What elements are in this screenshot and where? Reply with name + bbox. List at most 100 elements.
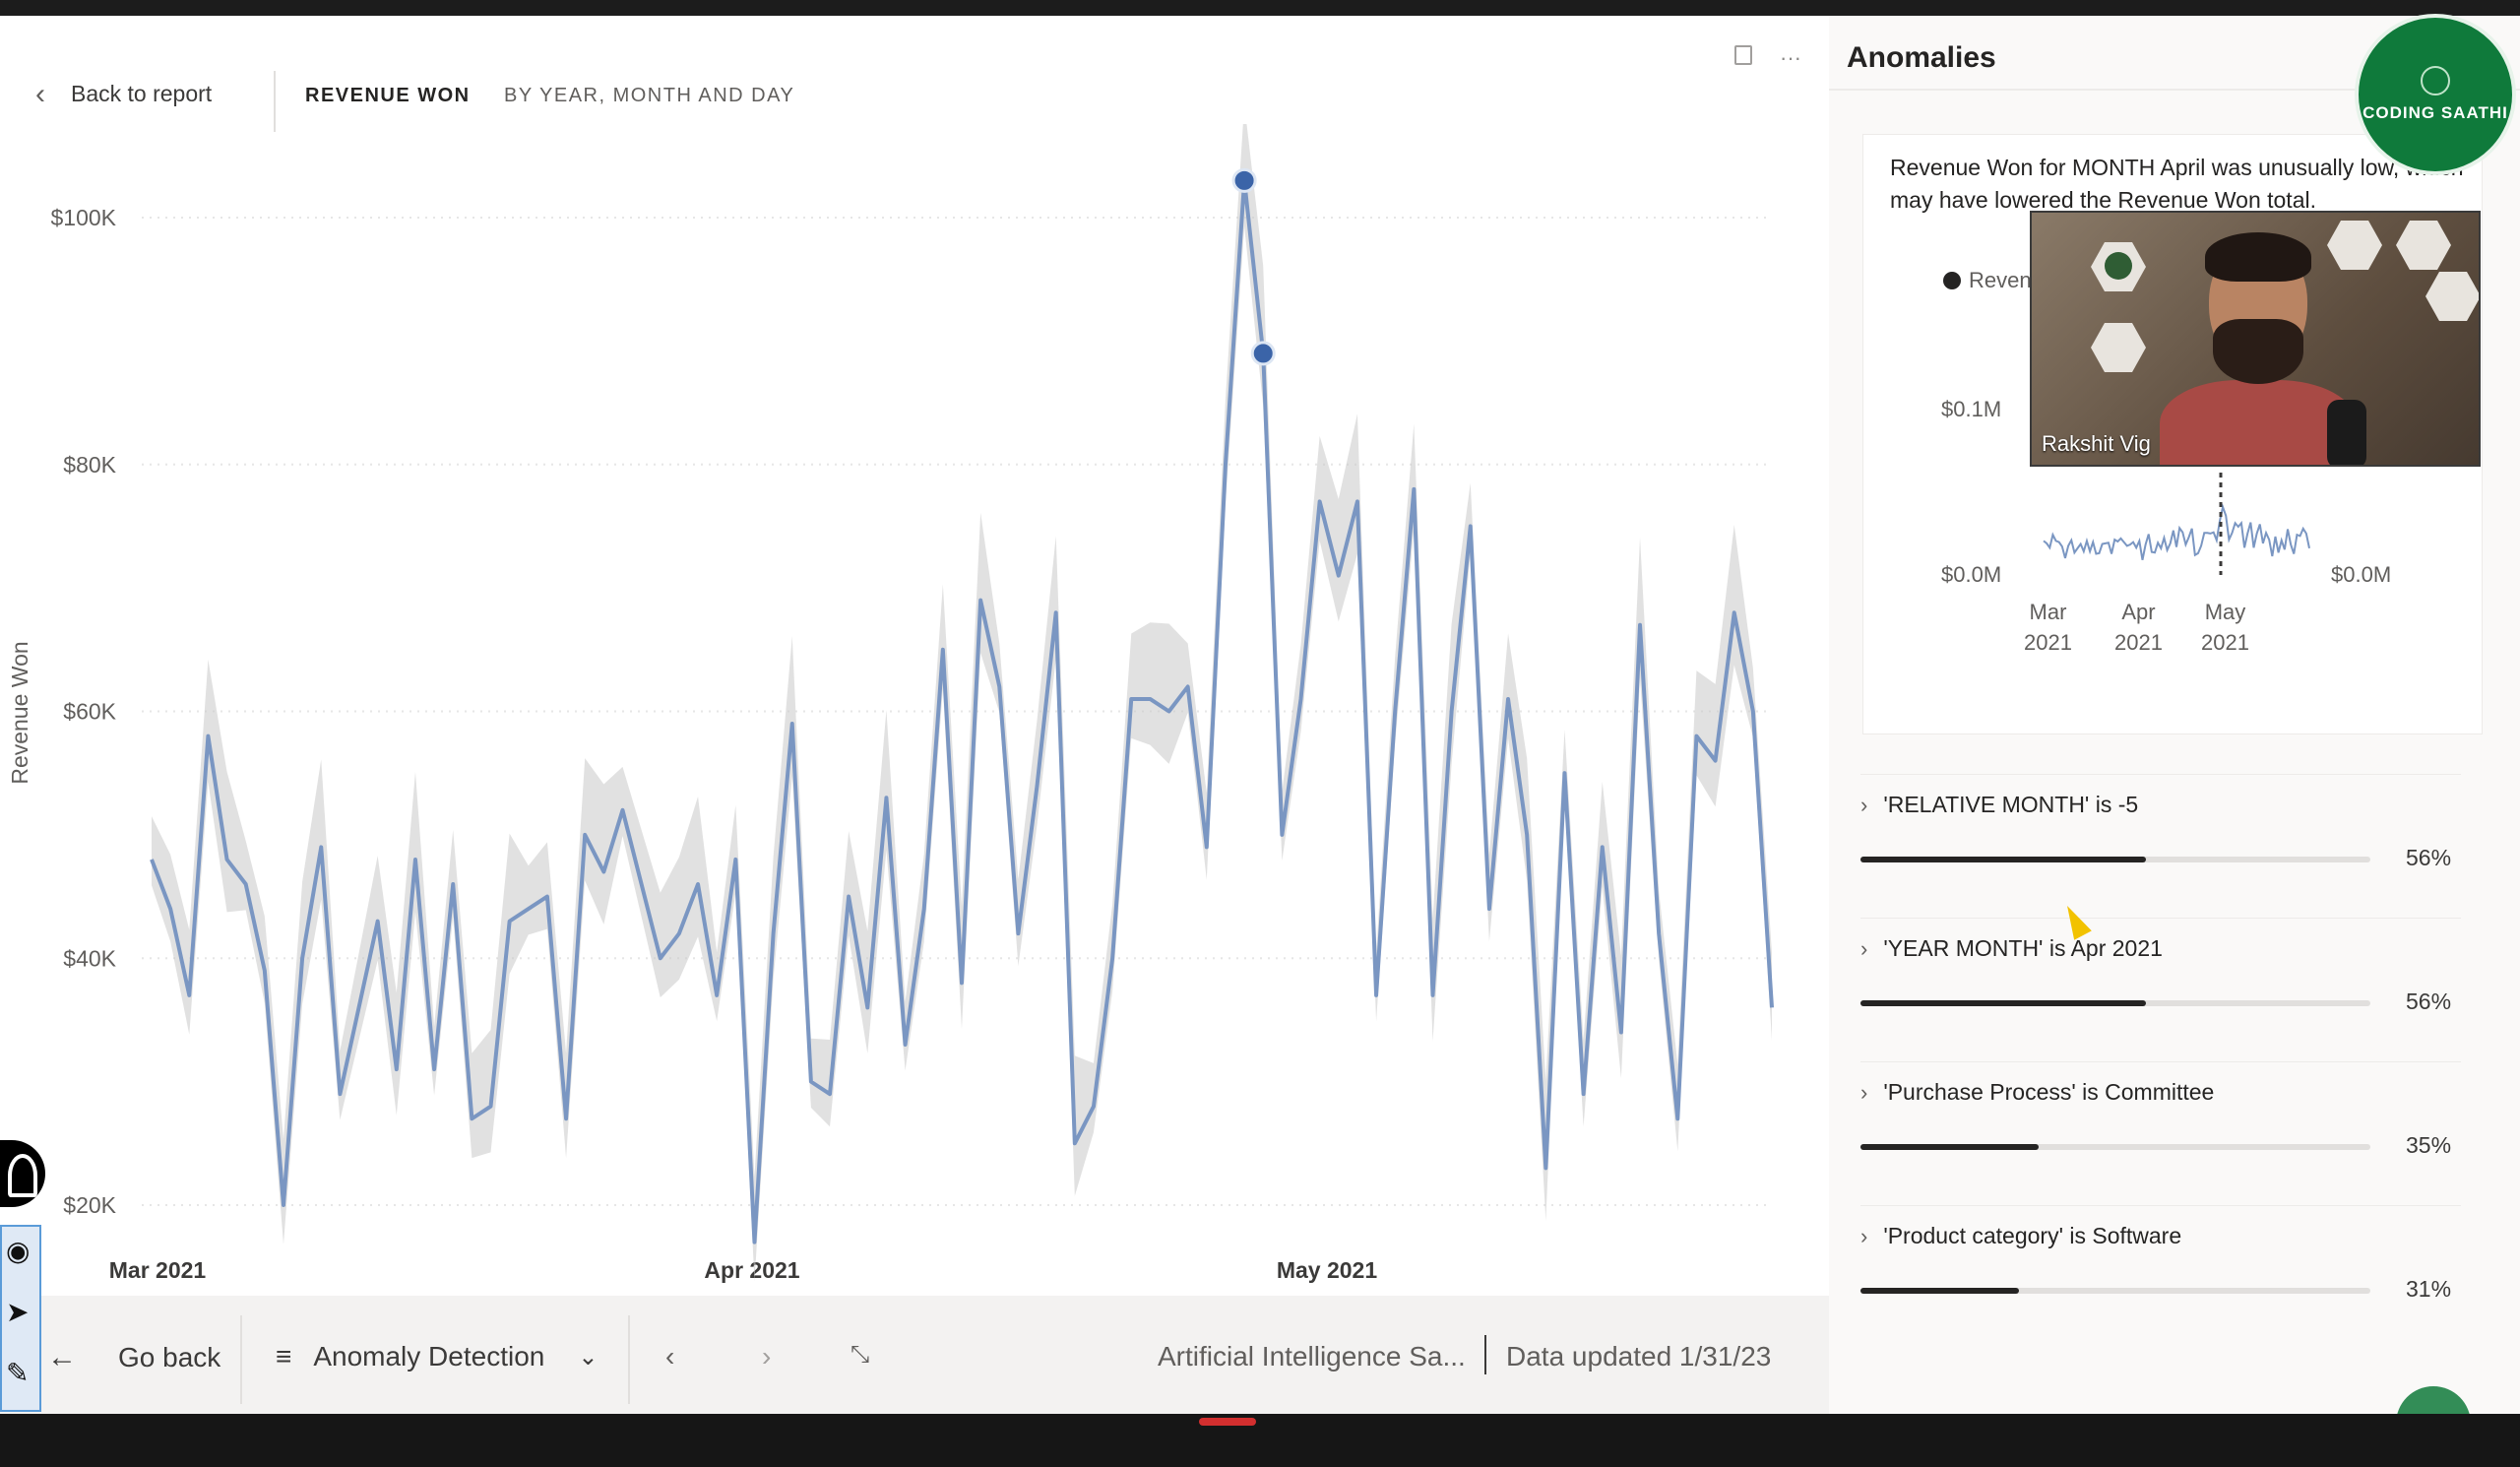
microphone-icon	[2327, 400, 2366, 465]
logo-text: CODING SAATHI	[2362, 103, 2508, 122]
x-tick-label: May 2021	[1277, 1257, 1378, 1283]
next-page-button[interactable]: ›	[762, 1341, 771, 1372]
factor-divider	[1860, 774, 2461, 775]
chevron-right-icon: ›	[762, 1341, 772, 1371]
factor-strength-bar	[1860, 857, 2370, 862]
chevron-left-icon: ‹	[665, 1341, 675, 1371]
y-tick-label: $80K	[63, 452, 116, 478]
mini-x-tick: May 2021	[2201, 600, 2249, 655]
factor-item[interactable]: › 'RELATIVE MONTH' is -5 56%	[1860, 792, 2490, 880]
factor-divider	[1860, 1205, 2461, 1206]
chevron-right-icon: ›	[1860, 1223, 1868, 1248]
report-canvas: ‹ Back to report REVENUE WON BY YEAR, MO…	[0, 16, 1829, 1414]
expected-range-band	[152, 124, 1772, 1282]
factor-divider	[1860, 918, 2461, 919]
pane-header-divider	[1829, 89, 2520, 91]
factor-percent: 56%	[2406, 845, 2452, 870]
page-navigation-bar: ← Go back ≡ Anomaly Detection ⌄ ‹ › ⤡ Ar…	[0, 1296, 1829, 1414]
chevron-right-icon: ›	[1860, 935, 1868, 961]
presenter-figure	[2160, 232, 2357, 465]
back-to-report-label: Back to report	[71, 81, 213, 106]
back-to-report-button[interactable]: ‹ Back to report	[35, 77, 213, 110]
go-back-button[interactable]: ← Go back	[47, 1341, 220, 1374]
factor-divider	[1860, 1061, 2461, 1062]
chevron-down-icon: ⌄	[578, 1343, 598, 1371]
y-tick-label: $40K	[63, 945, 116, 971]
previous-page-button[interactable]: ‹	[665, 1341, 674, 1372]
mini-y-top-label: $0.1M	[1941, 397, 2002, 421]
factor-strength-fill	[1860, 1000, 2147, 1006]
list-icon: ≡	[276, 1341, 292, 1371]
factor-strength-bar	[1860, 1288, 2370, 1294]
mini-x-tick: Mar 2021	[2024, 600, 2072, 655]
pane-title: Anomalies	[1847, 41, 1996, 74]
participant-name: Rakshit Vig	[2042, 431, 2151, 456]
footer-divider	[628, 1315, 630, 1404]
y-tick-label: $100K	[50, 205, 116, 230]
mini-y-bottom-right-label: $0.0M	[2331, 562, 2392, 587]
collapse-arrows-icon: ⤡	[850, 1341, 870, 1368]
tool-palette: ◉ ➤ ✎	[0, 1225, 41, 1412]
factor-label: 'Product category' is Software	[1883, 1223, 2182, 1248]
logo-icon	[2421, 66, 2450, 96]
y-tick-label: $20K	[63, 1192, 116, 1218]
factor-item[interactable]: › 'Purchase Process' is Committee 35%	[1860, 1079, 2490, 1168]
screen-bottom-bar	[0, 1414, 2520, 1467]
factor-item[interactable]: › 'YEAR MONTH' is Apr 2021 56%	[1860, 935, 2490, 1024]
factor-strength-fill	[1860, 857, 2147, 862]
pen-tool-icon[interactable]	[0, 1140, 45, 1207]
chevron-left-icon: ‹	[35, 77, 45, 110]
factor-strength-bar	[1860, 1144, 2370, 1150]
anomaly-marker[interactable]	[1250, 341, 1276, 366]
revenue-line-chart[interactable]: $100K $80K $60K $40K $20K Revenue Won Mar 2021…	[0, 124, 1829, 1296]
go-back-label: Go back	[118, 1342, 221, 1372]
y-axis-title: Revenue Won	[7, 641, 32, 784]
visual-header: ‹ Back to report REVENUE WON BY YEAR, MO…	[0, 16, 1829, 132]
chevron-right-icon: ›	[1860, 1079, 1868, 1105]
mini-sparkline	[2043, 473, 2310, 575]
visual-subtitle: BY YEAR, MONTH AND DAY	[504, 85, 795, 106]
factor-strength-fill	[1860, 1288, 2019, 1294]
report-name: Artificial Intelligence Sa...	[1158, 1341, 1466, 1371]
revenue-series-line[interactable]	[150, 178, 1774, 1244]
ellipsis-icon[interactable]: ···	[1780, 45, 1801, 70]
fit-to-page-button[interactable]: ⤡	[850, 1341, 869, 1369]
factor-label: 'RELATIVE MONTH' is -5	[1883, 792, 2139, 817]
visual-title: REVENUE WON	[305, 85, 471, 106]
factor-strength-bar	[1860, 1000, 2370, 1006]
data-updated-label: Data updated 1/31/23	[1506, 1341, 1772, 1371]
channel-logo: CODING SAATHI	[2355, 14, 2516, 175]
recording-indicator	[1199, 1418, 1256, 1426]
factor-percent: 35%	[2406, 1132, 2452, 1158]
x-tick-label: Apr 2021	[704, 1257, 799, 1283]
factor-strength-fill	[1860, 1144, 2040, 1150]
legend-dot-icon	[1943, 272, 1961, 289]
chevron-right-icon: ›	[1860, 792, 1868, 817]
factor-label: 'YEAR MONTH' is Apr 2021	[1883, 935, 2163, 961]
factor-label: 'Purchase Process' is Committee	[1883, 1079, 2215, 1105]
eye-icon[interactable]: ◉	[6, 1236, 31, 1266]
factor-percent: 31%	[2406, 1276, 2452, 1302]
visual-header-icons: ···	[1734, 45, 1801, 71]
header-divider	[274, 71, 276, 132]
arrow-left-icon: ←	[47, 1341, 77, 1373]
eraser-icon[interactable]: ✎	[6, 1358, 30, 1388]
mini-chart-legend: Reven	[1943, 268, 2032, 293]
anomaly-marker[interactable]	[1231, 167, 1257, 193]
mini-x-tick: Apr 2021	[2114, 600, 2163, 655]
x-tick-label: Mar 2021	[109, 1257, 207, 1283]
copy-visual-icon[interactable]	[1734, 45, 1752, 65]
footer-divider	[240, 1315, 242, 1404]
mini-y-bottom-left-label: $0.0M	[1941, 562, 2002, 587]
screen-top-bar	[0, 0, 2520, 16]
factor-item[interactable]: › 'Product category' is Software 31%	[1860, 1223, 2490, 1311]
annotation-toolbar: ◉ ➤ ✎	[0, 1140, 45, 1416]
webcam-overlay: Rakshit Vig	[2030, 211, 2481, 467]
footer-divider	[1484, 1335, 1486, 1374]
y-tick-label: $60K	[63, 699, 116, 725]
factor-percent: 56%	[2406, 989, 2452, 1014]
page-selector-dropdown[interactable]: ≡ Anomaly Detection ⌄	[276, 1341, 598, 1372]
pointer-icon[interactable]: ➤	[6, 1297, 30, 1327]
anomaly-description: Revenue Won for MONTH April was unusuall…	[1890, 155, 2464, 213]
legend-label: Reven	[1969, 268, 2032, 292]
